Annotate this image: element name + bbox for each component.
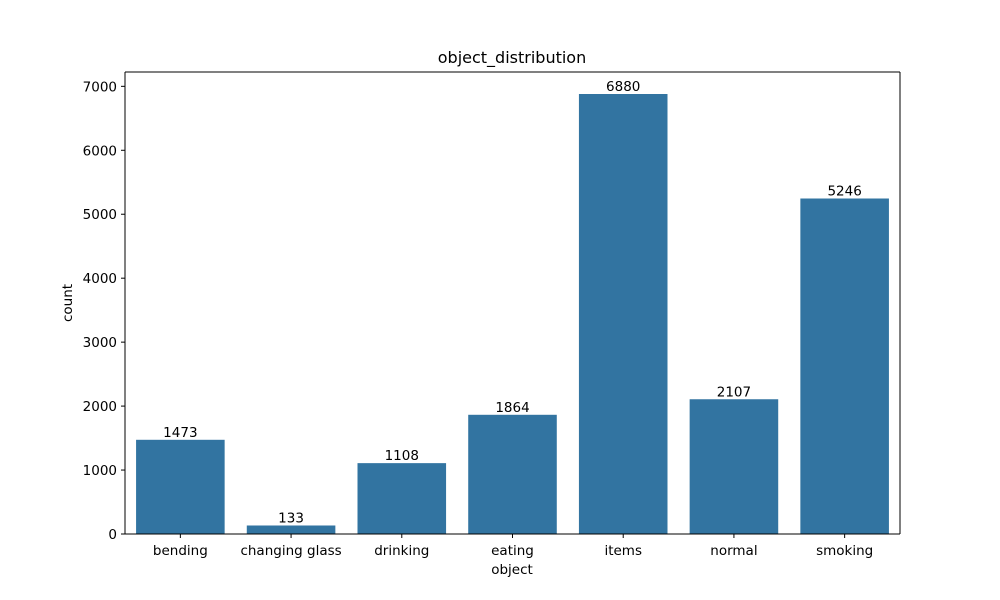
bar-changing-glass — [246, 525, 336, 534]
y-tick-label: 3000 — [83, 335, 117, 351]
bar-bending — [136, 439, 225, 534]
x-tick-label: drinking — [374, 543, 429, 559]
y-tick-label: 1000 — [83, 463, 117, 479]
bar-smoking — [800, 198, 889, 534]
plot-area: 1473 133 1108 1864 6880 2107 5246 0 1000 2000 300… — [83, 71, 901, 559]
x-axis-label: object — [491, 562, 533, 578]
y-tick-label: 0 — [108, 527, 117, 543]
y-tick-label: 5000 — [83, 207, 117, 223]
y-axis-label: count — [60, 284, 76, 322]
bar-series — [136, 94, 889, 534]
y-tick-label: 6000 — [83, 143, 117, 159]
data-labels: 1473 133 1108 1864 6880 2107 5246 — [163, 79, 862, 526]
x-tick-label: normal — [710, 543, 757, 559]
data-label: 6880 — [606, 79, 640, 95]
data-label: 1864 — [495, 400, 529, 416]
y-tick-label: 4000 — [83, 271, 117, 287]
bar-normal — [689, 399, 779, 534]
bar-items — [578, 94, 668, 534]
y-tick-label: 7000 — [83, 79, 117, 95]
bar-drinking — [357, 463, 447, 534]
bar-eating — [468, 414, 557, 534]
data-label: 2107 — [717, 384, 751, 400]
y-ticks: 0 1000 2000 3000 4000 5000 6000 7000 — [83, 79, 125, 543]
data-label: 133 — [278, 510, 304, 526]
y-tick-label: 2000 — [83, 399, 117, 415]
x-tick-label: items — [604, 543, 642, 559]
chart-title: object_distribution — [438, 48, 586, 68]
y-axis: 0 1000 2000 3000 4000 5000 6000 7000 — [83, 72, 126, 543]
x-axis: bending changing glass drinking eating items… — [125, 533, 900, 559]
x-ticks: bending changing glass drinking eating items… — [153, 534, 873, 559]
x-tick-label: eating — [491, 543, 534, 559]
x-tick-label: bending — [153, 543, 208, 559]
x-tick-label: changing glass — [240, 543, 341, 559]
data-label: 1108 — [385, 448, 419, 464]
data-label: 1473 — [163, 425, 197, 441]
x-tick-label: smoking — [816, 543, 873, 559]
data-label: 5246 — [827, 184, 861, 200]
